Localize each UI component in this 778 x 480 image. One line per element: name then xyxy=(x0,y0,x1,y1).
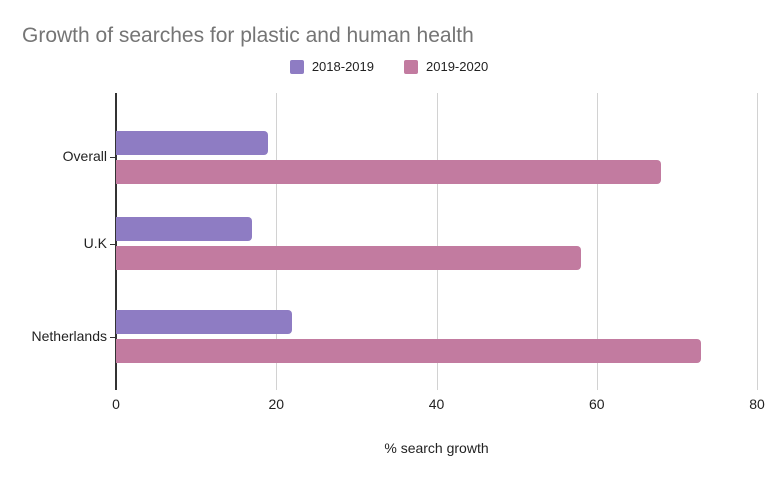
x-tick-label-20: 20 xyxy=(268,396,285,412)
plot-area xyxy=(115,93,758,390)
category-tick-netherlands xyxy=(110,336,115,338)
gridline-80 xyxy=(757,93,758,390)
legend-item-2018-2019: 2018-2019 xyxy=(289,59,374,74)
legend-item-2019-2020: 2019-2020 xyxy=(404,59,488,74)
legend-swatch-icon xyxy=(289,59,304,74)
bar-overall-2018-2019 xyxy=(116,130,269,155)
bar-overall-2019-2020 xyxy=(116,159,661,184)
legend: 2018-2019 2019-2020 xyxy=(0,59,778,74)
category-tick-overall xyxy=(110,157,115,158)
x-axis-title: % search growth xyxy=(384,440,489,456)
x-tick-label-0: 0 xyxy=(112,396,120,412)
category-tick-u-k xyxy=(110,243,115,245)
gridline-20 xyxy=(276,93,278,390)
bar-netherlands-2018-2019 xyxy=(116,310,293,334)
chart-title: Growth of searches for plastic and human… xyxy=(22,24,474,47)
gridline-60 xyxy=(596,93,598,390)
x-tick-label-40: 40 xyxy=(428,396,445,412)
category-label-overall: Overall xyxy=(62,148,107,164)
x-tick-label-60: 60 xyxy=(588,396,605,412)
category-label-u-k: U.K xyxy=(83,234,107,251)
gridline-40 xyxy=(436,93,438,390)
category-label-netherlands: Netherlands xyxy=(31,327,108,344)
y-axis-line xyxy=(115,93,117,390)
x-tick-label-80: 80 xyxy=(749,396,765,412)
bar-u-k-2019-2020 xyxy=(116,246,581,270)
bar-netherlands-2019-2020 xyxy=(116,339,701,363)
bar-u-k-2018-2019 xyxy=(116,217,253,241)
legend-swatch-icon xyxy=(404,59,418,74)
legend-label: 2019-2020 xyxy=(426,59,489,74)
legend-label: 2018-2019 xyxy=(311,59,374,74)
